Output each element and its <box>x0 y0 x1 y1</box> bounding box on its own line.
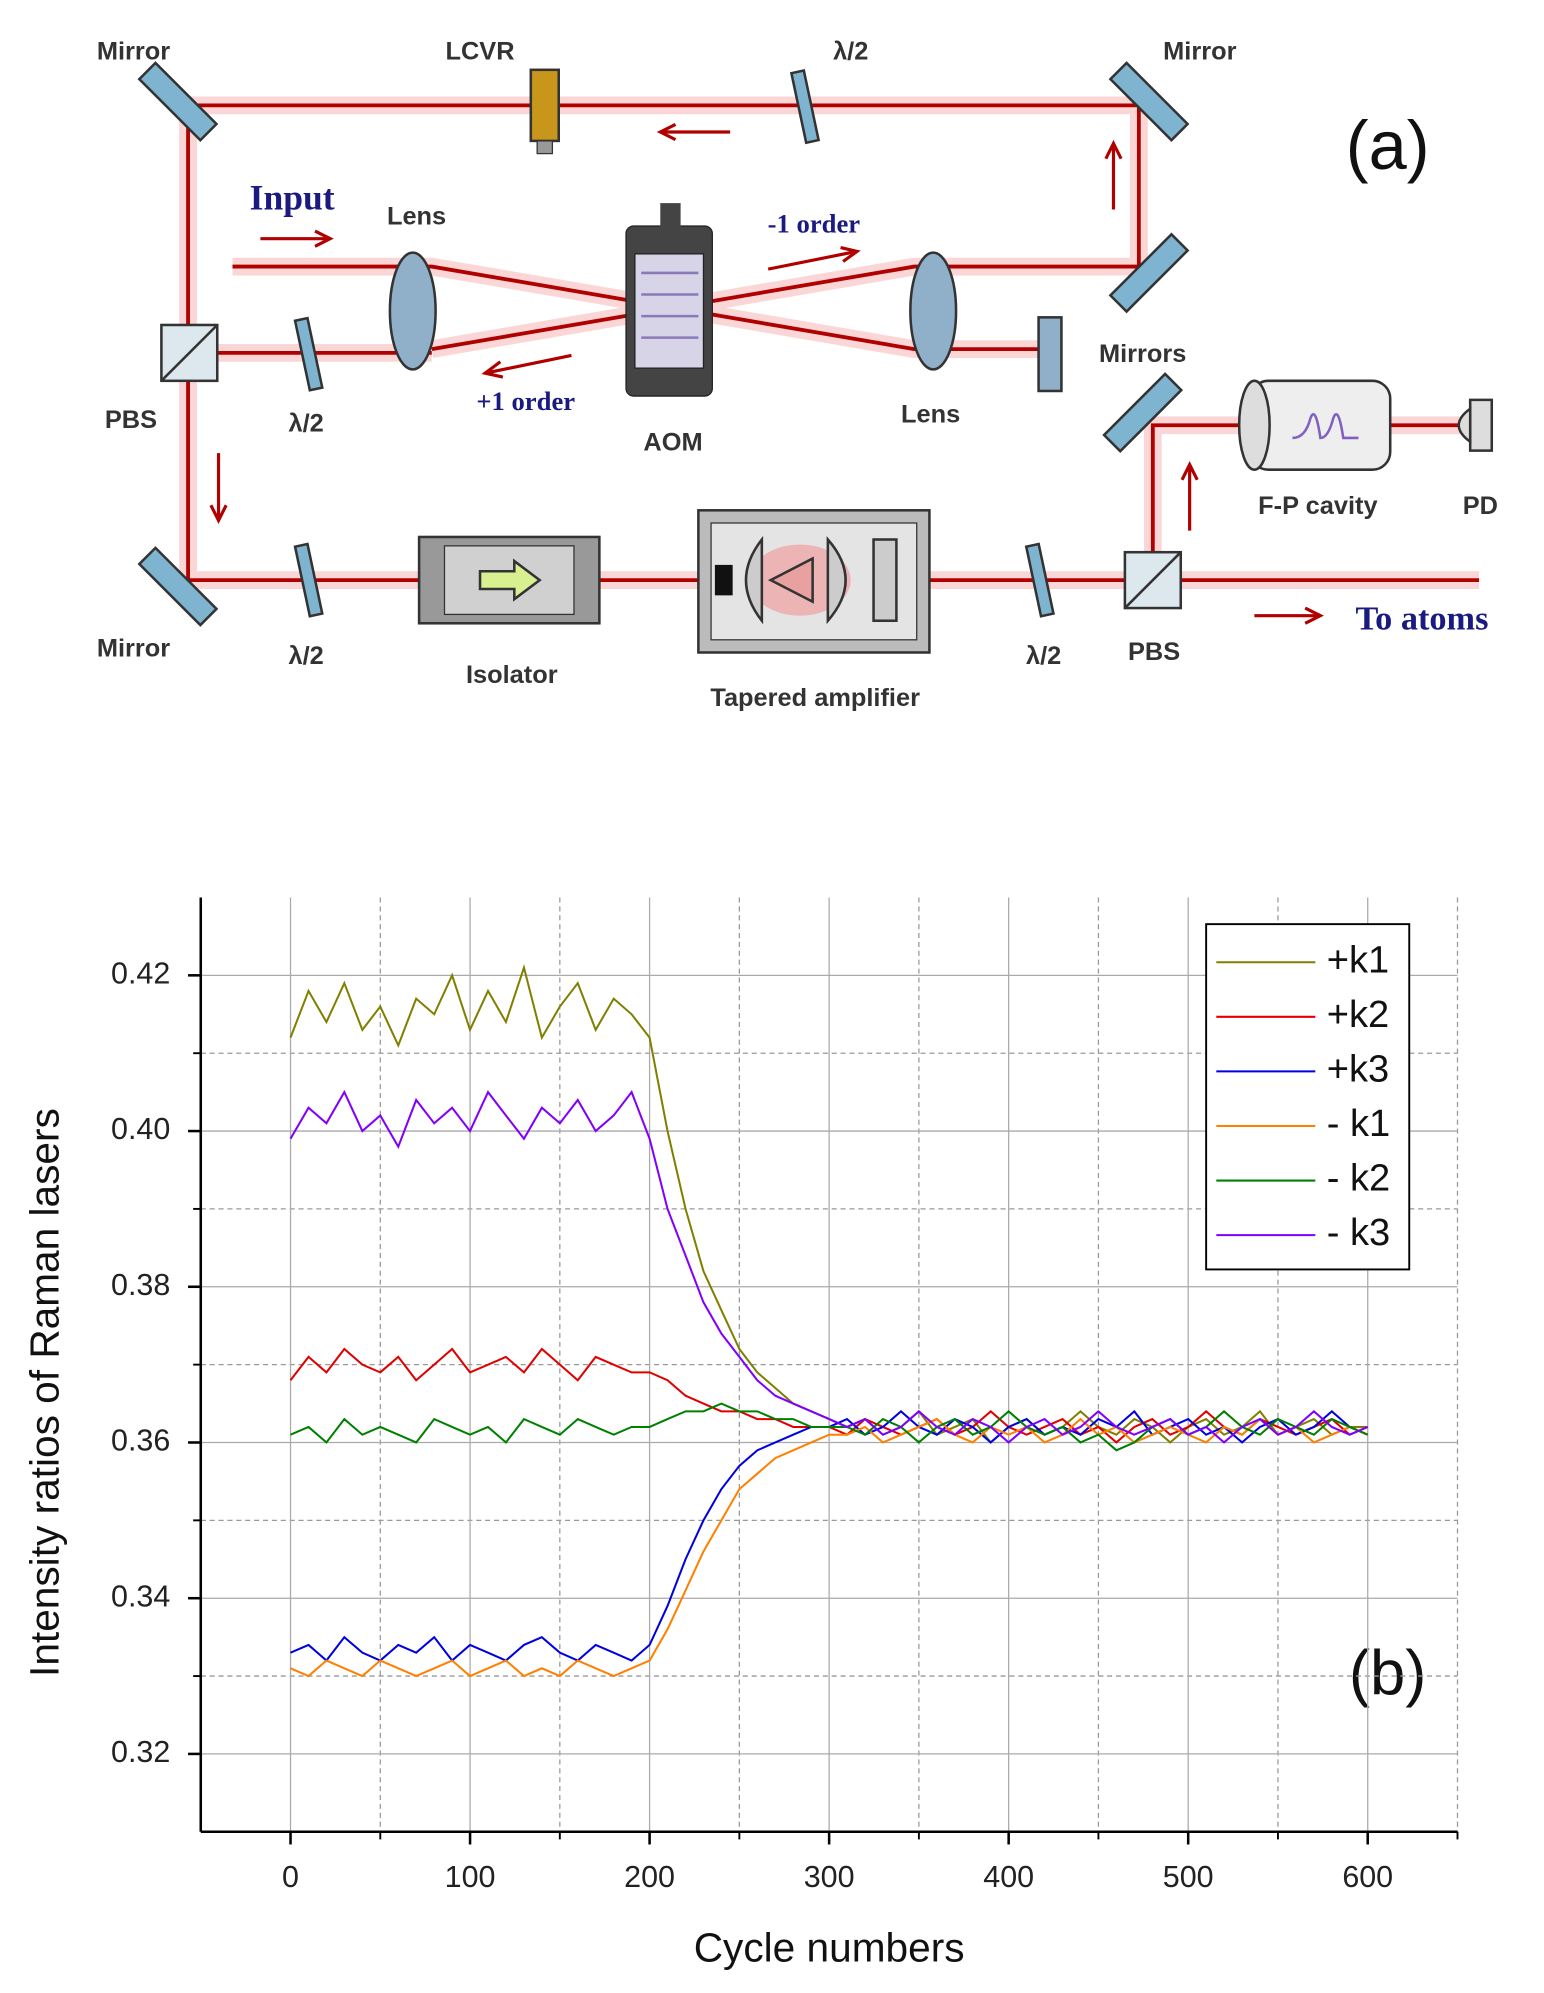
label: -1 order <box>768 208 861 238</box>
panel-label: (a) <box>1346 107 1430 184</box>
legend-label: +k3 <box>1327 1048 1389 1090</box>
label: Mirrors <box>1099 340 1186 368</box>
x-tick-label: 0 <box>282 1860 299 1894</box>
label: To atoms <box>1355 600 1488 638</box>
x-tick-label: 600 <box>1342 1860 1393 1894</box>
x-tick-label: 500 <box>1163 1860 1214 1894</box>
series-line <box>289 1089 1369 1444</box>
y-tick-label: 0.42 <box>111 956 170 990</box>
label: F-P cavity <box>1258 492 1377 520</box>
y-tick-label: 0.36 <box>111 1424 170 1458</box>
legend-label: +k1 <box>1327 939 1389 981</box>
panel-label: (b) <box>1349 1639 1427 1709</box>
label: LCVR <box>445 38 514 66</box>
y-tick-label: 0.38 <box>111 1268 170 1302</box>
label: Isolator <box>466 661 558 689</box>
label: Lens <box>901 401 960 429</box>
x-tick-label: 300 <box>804 1860 855 1894</box>
y-tick-label: 0.40 <box>111 1112 170 1146</box>
label: Tapered amplifier <box>710 684 920 712</box>
y-tick-label: 0.32 <box>111 1735 170 1769</box>
label: Lens <box>387 203 446 231</box>
label: λ/2 <box>1026 642 1061 670</box>
legend-box <box>1205 923 1411 1271</box>
legend-label: - k3 <box>1327 1212 1390 1254</box>
x-tick-label: 200 <box>624 1860 675 1894</box>
label: +1 order <box>476 386 575 416</box>
label: λ/2 <box>833 38 868 66</box>
label: AOM <box>643 429 702 457</box>
label: λ/2 <box>288 410 323 438</box>
label: Mirror <box>97 38 170 66</box>
label: Input <box>250 177 335 217</box>
label: PBS <box>1128 638 1180 666</box>
label: λ/2 <box>288 642 323 670</box>
x-tick-label: 100 <box>445 1860 496 1894</box>
components <box>137 61 1494 654</box>
legend-label: - k2 <box>1327 1158 1390 1200</box>
y-tick-label: 0.34 <box>111 1579 170 1613</box>
label: Mirror <box>97 634 170 662</box>
legend-label: +k2 <box>1327 994 1389 1036</box>
label: PBS <box>105 406 157 434</box>
legend-label: - k1 <box>1327 1103 1390 1145</box>
label: PD <box>1463 492 1498 520</box>
x-axis-label: Cycle numbers <box>694 1924 965 1970</box>
y-axis-label: Intensity ratios of Raman lasers <box>22 1108 68 1677</box>
label: Mirror <box>1163 38 1236 66</box>
x-tick-label: 400 <box>983 1860 1034 1894</box>
